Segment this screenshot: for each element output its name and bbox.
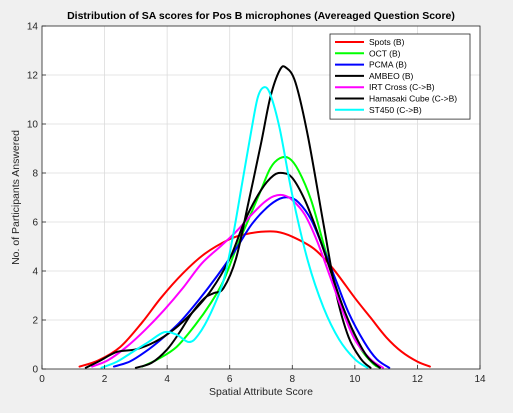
series-line-spots-b (78, 230, 431, 368)
y-axis-label: No. of Participants Answered (10, 130, 22, 265)
legend-label: IRT Cross (C->B) (369, 82, 435, 92)
x-tick-label: 2 (102, 374, 108, 385)
y-tick-label: 8 (32, 169, 38, 180)
x-tick-label: 8 (290, 374, 296, 385)
y-tick-label: 6 (32, 218, 38, 229)
legend-item-pcma-b[interactable]: PCMA (B) (335, 60, 407, 70)
series-line-st450-c-b (100, 86, 369, 369)
legend-label: PCMA (B) (369, 60, 407, 70)
y-tick-label: 12 (27, 71, 39, 82)
x-tick-label: 10 (349, 374, 361, 385)
y-tick-label: 2 (32, 316, 38, 327)
legend-item-spots-b[interactable]: Spots (B) (335, 37, 405, 47)
legend-label: OCT (B) (369, 48, 401, 58)
legend-item-hamasaki-cube-c-b[interactable]: Hamasaki Cube (C->B) (335, 94, 457, 104)
ticks: 0 2 4 6 8 10 12 14 0 2 4 6 8 10 12 14 (27, 22, 486, 386)
y-tick-label: 10 (27, 120, 39, 131)
y-tick-label: 0 (32, 365, 38, 376)
legend-item-ambeo-b[interactable]: AMBEO (B) (335, 71, 414, 81)
x-tick-label: 0 (39, 374, 45, 385)
legend-label: ST450 (C->B) (369, 105, 422, 115)
series-layer (78, 65, 431, 369)
x-tick-label: 12 (412, 374, 424, 385)
legend-item-irt-cross-c-b[interactable]: IRT Cross (C->B) (335, 82, 435, 92)
legend-label: AMBEO (B) (369, 71, 414, 81)
legend-label: Spots (B) (369, 37, 405, 47)
legend[interactable]: Spots (B)OCT (B) PCMA (B)AMBEO (B)IRT Cro… (329, 33, 471, 120)
legend-label: Hamasaki Cube (C->B) (369, 94, 457, 104)
x-tick-label: 14 (474, 374, 486, 385)
x-tick-label: 4 (164, 374, 170, 385)
legend-item-oct-b[interactable]: OCT (B) (335, 48, 401, 58)
chart-title: Distribution of SA scores for Pos B micr… (67, 10, 455, 22)
series-line-hamasaki-cube-c-b (84, 171, 381, 369)
y-tick-label: 4 (32, 267, 38, 278)
series-line-irt-cross-c-b (91, 193, 385, 369)
legend-item-st450-c-b[interactable]: ST450 (C->B) (335, 105, 422, 115)
y-tick-label: 14 (27, 22, 39, 33)
plot-frame (41, 25, 481, 370)
x-tick-label: 6 (227, 374, 233, 385)
x-axis-label: Spatial Attribute Score (209, 386, 313, 398)
